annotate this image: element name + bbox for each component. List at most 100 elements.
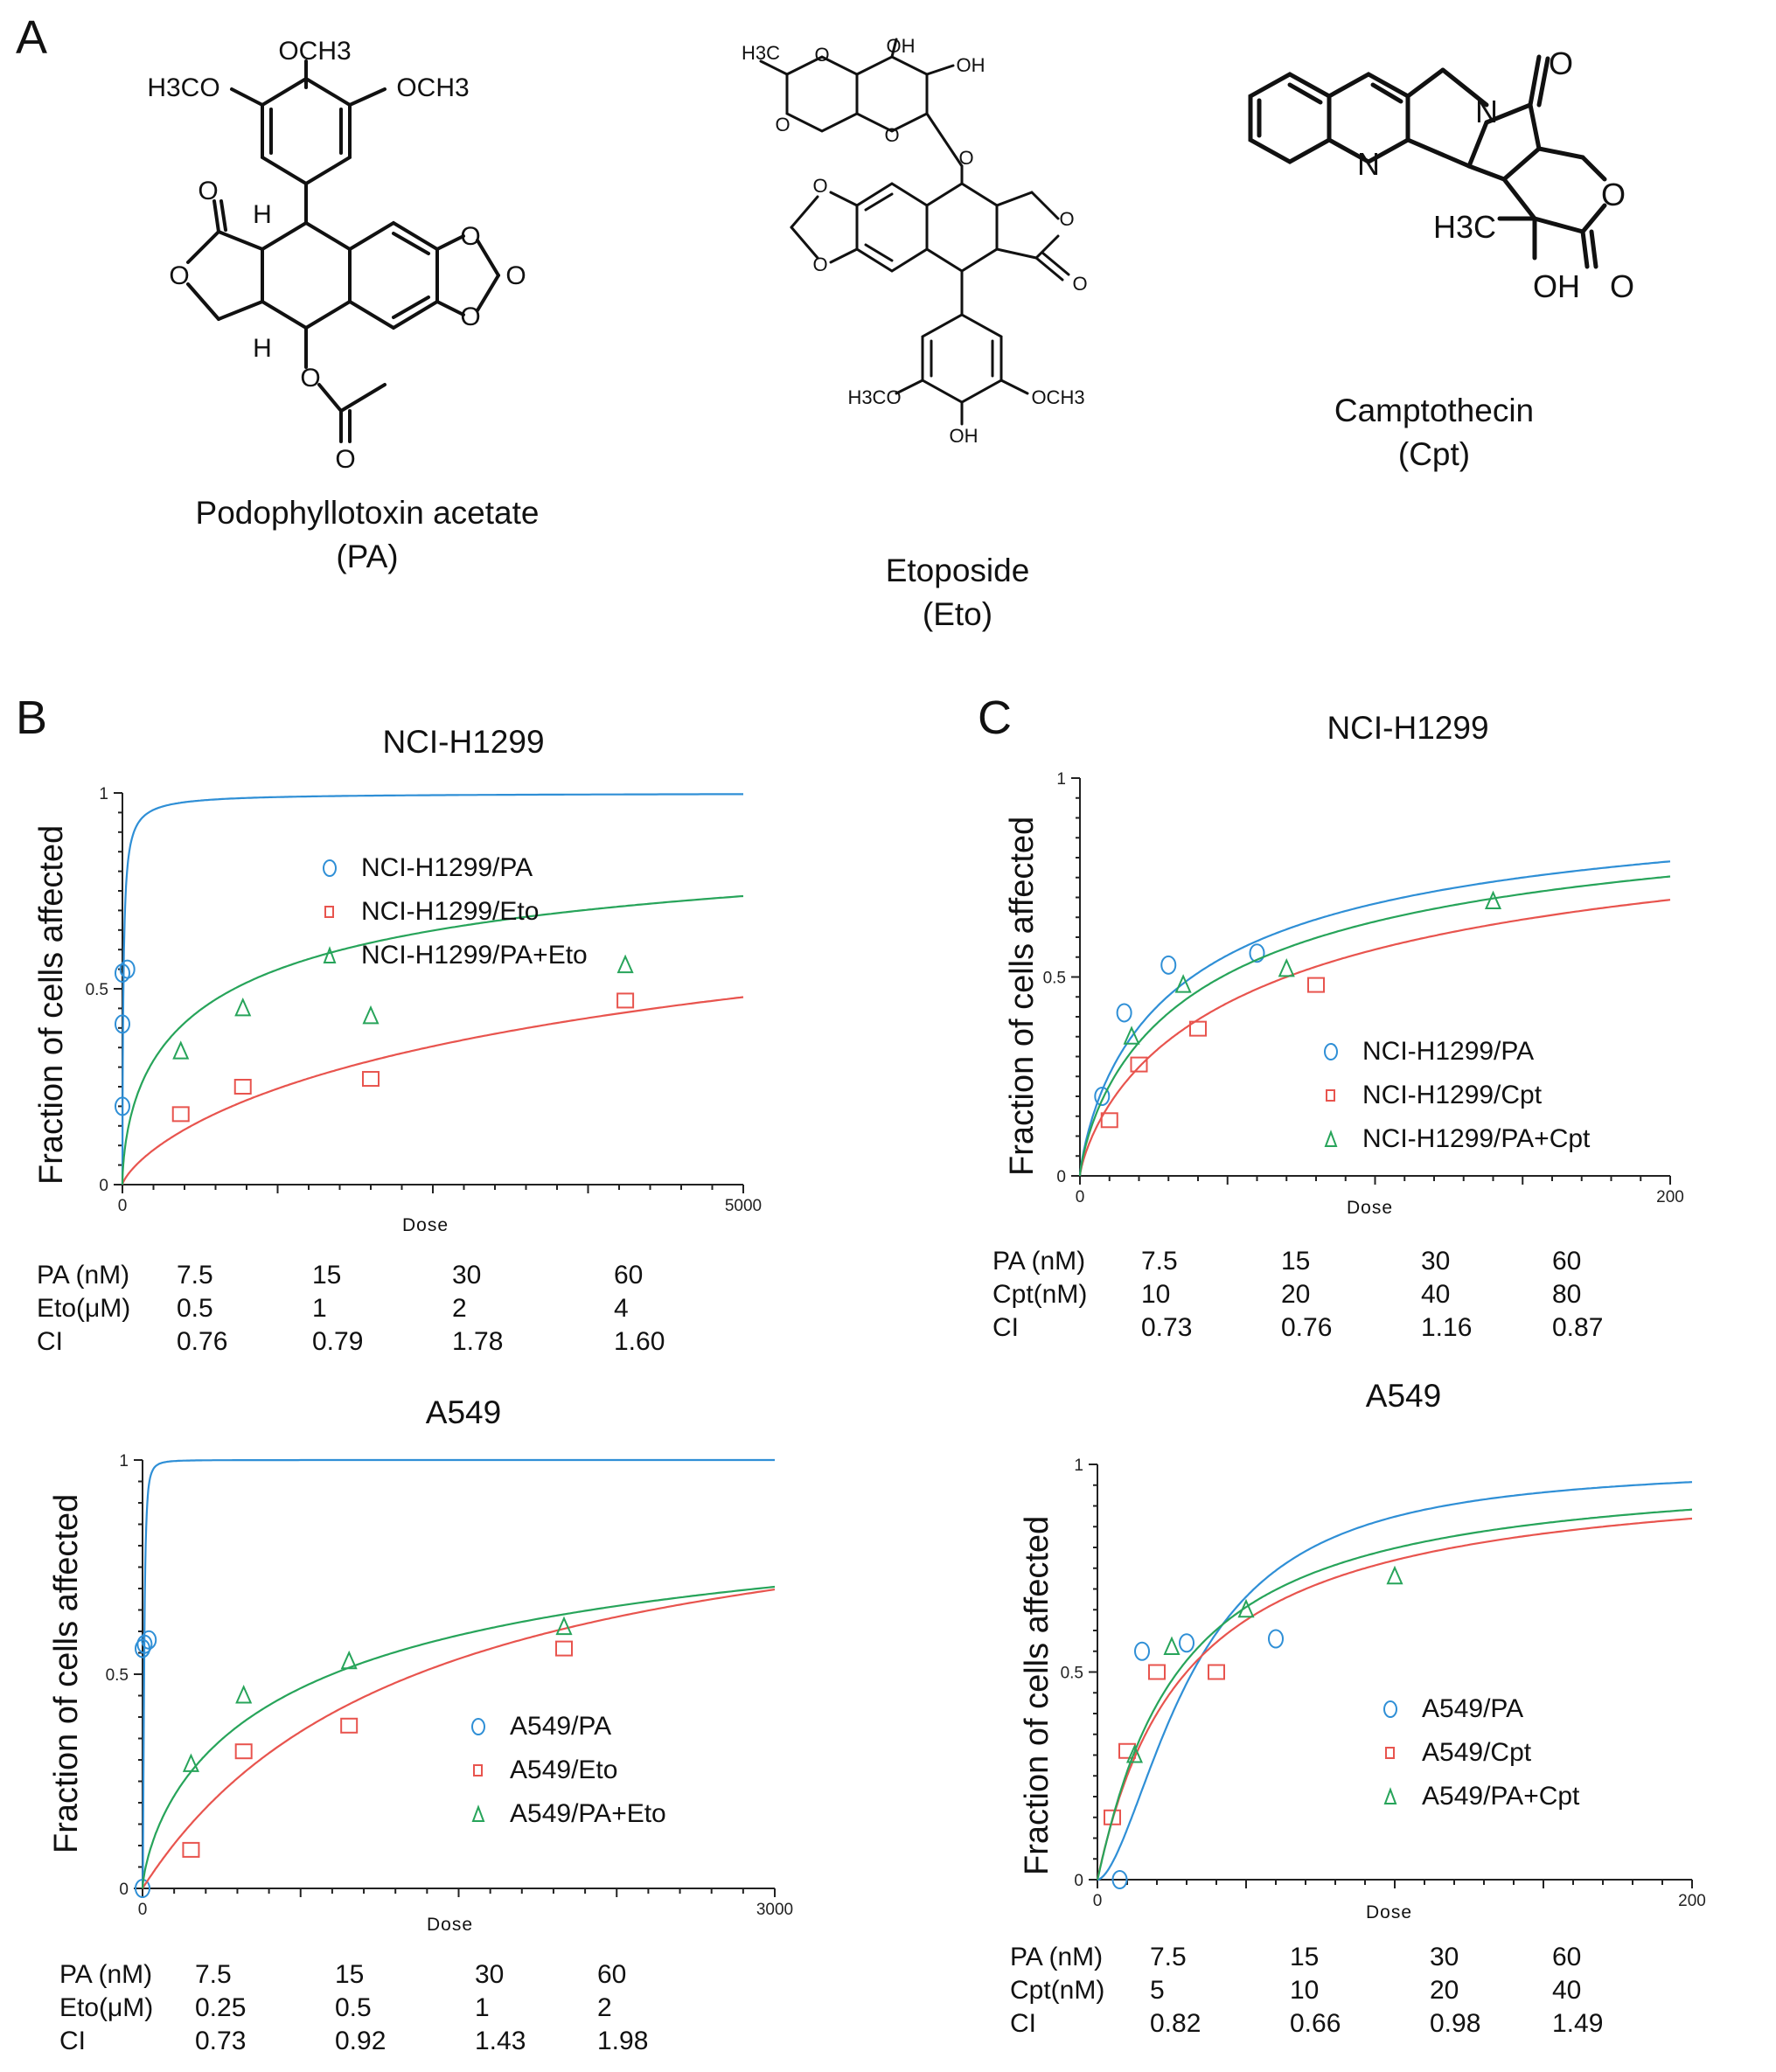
ci-cell: 7.5 — [1141, 1247, 1178, 1276]
axes — [134, 1459, 776, 1897]
tick-labels: 0 200 0 0.5 1 — [1061, 1457, 1706, 1910]
data-point — [119, 959, 136, 979]
mol-a-abbr: (PA) — [336, 539, 399, 574]
legend-item: NCI-H1299/PA — [319, 846, 588, 890]
mol-c-label-n2: N — [1357, 146, 1380, 182]
data-point — [1237, 1598, 1255, 1618]
chart-b-h1299-legend: NCI-H1299/PA NCI-H1299/Eto NCI-H1299/PA+… — [319, 846, 588, 977]
legend-marker — [1324, 1130, 1338, 1147]
data-point — [1386, 1565, 1403, 1585]
mol-a-label-left: H3CO — [147, 73, 219, 102]
series-2 — [1096, 1517, 1693, 1881]
legend-marker — [323, 859, 337, 877]
data-point — [555, 1616, 573, 1636]
legend-marker — [323, 946, 337, 963]
panel-label-b: B — [16, 692, 48, 744]
mol-b-label-o3: O — [884, 124, 899, 146]
chart-c-h1299-title: NCI-H1299 — [1327, 710, 1489, 746]
ci-cell: 0.76 — [1281, 1313, 1333, 1342]
ci-cell: 7.5 — [177, 1261, 213, 1290]
x-tick-label: 200 — [1656, 1188, 1684, 1206]
data-point — [1268, 1629, 1284, 1649]
legend-label: A549/PA — [510, 1712, 612, 1741]
data-point — [1307, 977, 1325, 993]
data-point — [1104, 1809, 1121, 1825]
mol-b-caption: Etoposide (Eto) — [761, 549, 1154, 636]
mol-a-label-o7: O — [505, 261, 526, 290]
chart-c-h1299-plot: 0 200 0 0.5 1 — [1043, 770, 1684, 1206]
ci-cell: 15 — [1290, 1943, 1320, 1971]
legend-marker — [324, 906, 334, 918]
data-point — [172, 1040, 190, 1060]
x-tick-label: 0 — [1093, 1892, 1103, 1910]
legend-item: A549/Eto — [468, 1749, 666, 1792]
series-1 — [1078, 860, 1671, 1177]
mol-b-label-o5: O — [812, 175, 827, 197]
mol-c-label-me: H3C — [1433, 209, 1496, 245]
chart-c-a549-plot: 0 200 0 0.5 1 — [1061, 1457, 1706, 1910]
ci-row-label: PA (nM) — [992, 1247, 1086, 1276]
data-point — [1160, 955, 1177, 975]
data-point — [234, 1743, 253, 1760]
mol-b-label-o1: O — [814, 44, 829, 66]
ci-cell: 1.60 — [614, 1327, 665, 1356]
y-tick-label: 0.5 — [86, 981, 108, 999]
ci-cell: 1.49 — [1552, 2009, 1604, 2038]
data-point — [115, 1014, 130, 1034]
mol-c-label-o2: O — [1601, 177, 1626, 212]
ci-cell: 1.16 — [1421, 1313, 1473, 1342]
data-point — [1208, 1664, 1225, 1680]
mol-c-label-oh: OH — [1533, 268, 1580, 304]
chart-b-a549-title: A549 — [425, 1394, 502, 1430]
fit-curve — [121, 793, 743, 1185]
y-tick-label: 0 — [99, 1177, 108, 1195]
camptothecin-structure: N N O O O H3C OH — [1248, 45, 1634, 304]
mol-a-label-o6: O — [335, 445, 355, 474]
ci-row: CI 0.73 0.76 1.16 0.87 — [992, 1311, 1603, 1345]
y-tick-label: 1 — [119, 1452, 129, 1471]
mol-b-abbr: (Eto) — [922, 596, 993, 632]
legend-label: A549/Cpt — [1422, 1738, 1532, 1767]
ci-row-label: PA (nM) — [37, 1261, 130, 1290]
mol-b-label-oh3: OH — [950, 425, 979, 447]
mol-c-label-o3: O — [1610, 268, 1634, 304]
legend-label: NCI-H1299/PA — [361, 853, 533, 882]
panel-label-c: C — [978, 692, 1012, 744]
mol-b-label-ome2: OCH3 — [1031, 386, 1084, 408]
ci-cell: 60 — [614, 1261, 644, 1290]
legend-item: A549/PA — [1380, 1687, 1579, 1731]
ci-cell: 1 — [312, 1294, 327, 1323]
data-point — [182, 1753, 199, 1772]
mol-c-label-o1: O — [1549, 45, 1573, 81]
ci-row-label: CI — [59, 2027, 86, 2055]
data-point — [1111, 1870, 1128, 1889]
ci-cell: 0.79 — [312, 1327, 364, 1356]
data-point — [555, 1640, 573, 1657]
ci-cell: 2 — [452, 1294, 467, 1323]
mol-b-label-oh1: OH — [887, 35, 916, 57]
legend-item: A549/PA+Cpt — [1380, 1775, 1579, 1818]
ci-cell: 60 — [1552, 1943, 1582, 1971]
data-point — [1123, 1026, 1140, 1045]
data-point — [1484, 890, 1502, 910]
ci-cell: 15 — [312, 1261, 342, 1290]
legend-item: NCI-H1299/PA — [1320, 1030, 1590, 1074]
chart-b-h1299-ci-table: PA (nM) 7.5 15 30 60 Eto(μM) 0.5 1 2 4 CI 0.76 0.7… — [37, 1259, 665, 1359]
mol-a-label-o3: O — [460, 222, 480, 251]
data-point — [1116, 1003, 1132, 1023]
ci-cell: 0.76 — [177, 1327, 228, 1356]
chart-c-h1299-ci-table: PA (nM) 7.5 15 30 60 Cpt(nM) 10 20 40 80 CI 0.73 0… — [992, 1245, 1603, 1345]
mol-a-label-o4: O — [460, 302, 480, 331]
chart-b-a549-plot: 0 3000 0 0.5 1 — [106, 1452, 794, 1919]
y-tick-label: 0 — [1056, 1168, 1066, 1186]
tick-labels: 0 200 0 0.5 1 — [1043, 770, 1684, 1206]
series-3 — [1096, 1508, 1693, 1881]
series-1 — [1097, 1481, 1693, 1889]
y-tick-label: 1 — [1056, 770, 1066, 789]
chart-c-a549-ci-table: PA (nM) 7.5 15 30 60 Cpt(nM) 5 10 20 40 CI 0.82 0.… — [1010, 1941, 1603, 2041]
mol-a-label-o2: O — [169, 261, 189, 290]
data-point — [616, 992, 635, 1009]
mol-a-label-h2: H — [253, 334, 272, 363]
data-point — [1134, 1641, 1150, 1661]
ci-row: Eto(μM) 0.25 0.5 1 2 — [59, 1992, 648, 2025]
